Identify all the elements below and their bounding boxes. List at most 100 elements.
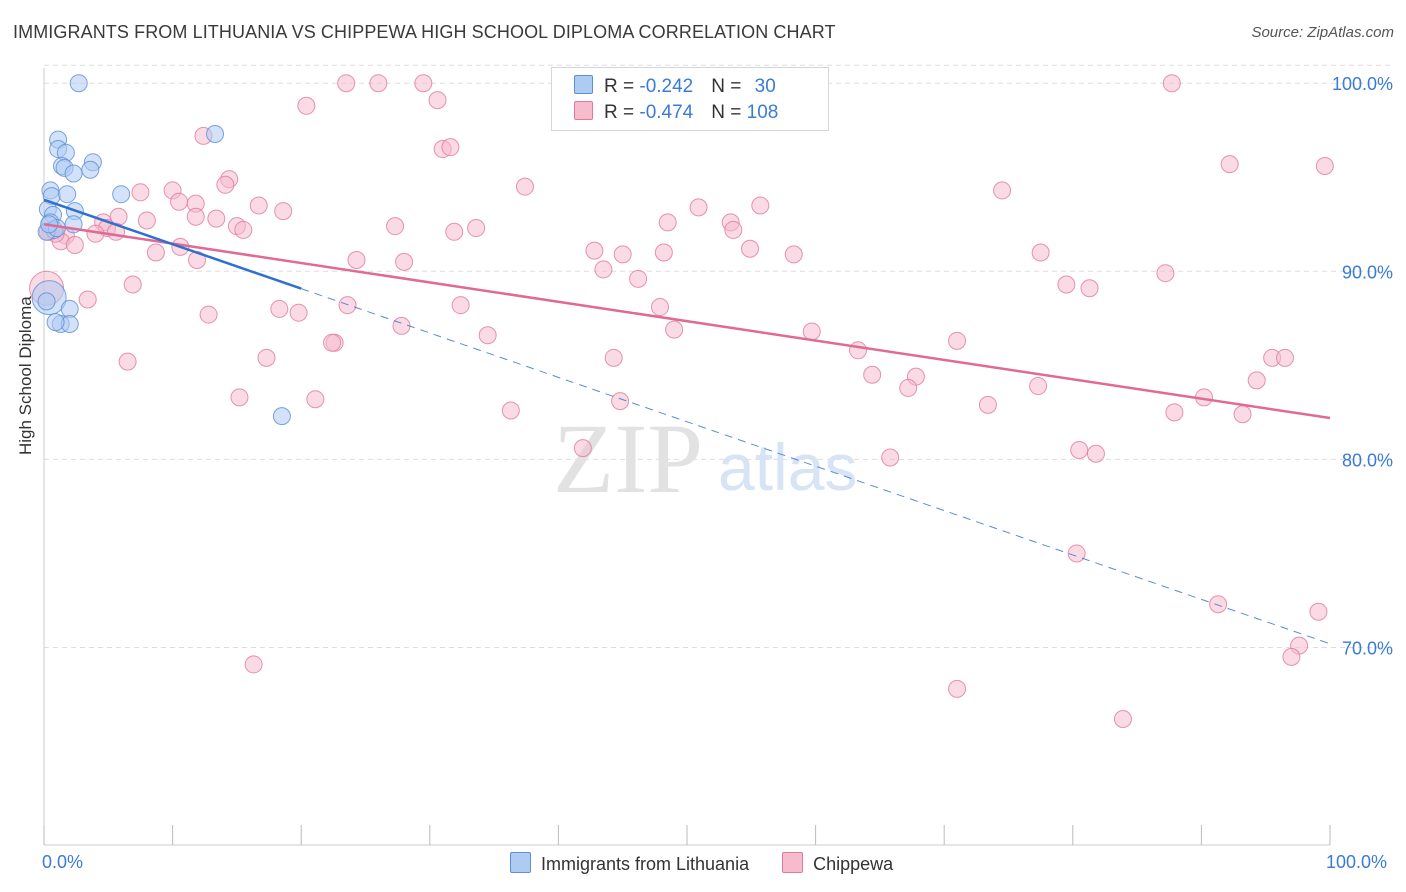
legend-swatch-lithuania — [510, 852, 531, 873]
chippewa-point — [1156, 264, 1175, 283]
chippewa-point — [501, 401, 520, 420]
legend-swatch-lithuania — [574, 75, 593, 94]
legend-swatch-chippewa — [782, 852, 804, 873]
chippewa-point — [1080, 279, 1099, 298]
chippewa-point — [978, 395, 997, 414]
lithuania-point — [64, 164, 83, 183]
chippewa-point — [849, 341, 868, 360]
chippewa-point — [1165, 403, 1184, 422]
x-tick-label-max: 100.0% — [1326, 852, 1388, 872]
chippewa-point — [594, 260, 613, 279]
chippewa-point — [186, 207, 205, 226]
chippewa-point — [467, 219, 486, 238]
legend-r-label: R = — [604, 76, 640, 97]
chippewa-point — [1029, 377, 1048, 396]
stats-legend: R = -0.242 N = 30 R = -0.474 N = 108 — [551, 67, 829, 131]
chippewa-point — [948, 331, 967, 350]
chippewa-point — [441, 138, 460, 157]
chippewa-point — [948, 679, 967, 698]
y-tick-label: 90.0% — [1342, 262, 1393, 282]
lithuania-point — [58, 185, 77, 204]
chippewa-point — [199, 305, 218, 324]
series-legend: Immigrants from Lithuania Chippewa — [510, 852, 921, 875]
chippewa-point — [392, 316, 411, 335]
legend-item-lithuania[interactable]: Immigrants from Lithuania — [510, 852, 749, 875]
chippewa-point — [604, 348, 623, 367]
chippewa-point — [386, 217, 405, 236]
chippewa-point — [724, 220, 743, 239]
chippewa-point — [1113, 709, 1132, 728]
lithuania-point — [37, 292, 56, 311]
watermark-zip: ZIP — [553, 403, 703, 514]
chippewa-point — [751, 196, 770, 215]
chippewa-point — [899, 378, 918, 397]
chippewa-point — [1233, 405, 1252, 424]
chippewa-point — [216, 175, 235, 194]
chippewa-point — [428, 91, 447, 110]
chippewa-points — [29, 74, 1334, 728]
watermark: ZIP atlas — [553, 403, 857, 514]
source-note: Source: ZipAtlas.com — [1251, 24, 1394, 41]
chart-title: IMMIGRANTS FROM LITHUANIA VS CHIPPEWA HI… — [13, 22, 836, 42]
legend-label-chippewa: Chippewa — [813, 854, 894, 874]
lithuania-point — [60, 299, 79, 318]
chippewa-point — [1315, 156, 1334, 175]
chippewa-point — [658, 213, 677, 232]
chippewa-point — [274, 202, 293, 221]
chippewa-point — [451, 296, 470, 315]
chippewa-point — [207, 209, 226, 228]
chippewa-trend-line — [43, 223, 1331, 420]
chippewa-point — [137, 211, 156, 230]
legend-r-label: R = — [604, 102, 640, 123]
chippewa-point — [234, 220, 253, 239]
lithuania-point — [81, 160, 100, 179]
chippewa-point — [650, 298, 669, 317]
x-tick-label-min: 0.0% — [42, 852, 84, 872]
grid-lines — [44, 64, 1392, 648]
chippewa-point — [1209, 595, 1228, 614]
chippewa-point — [993, 181, 1012, 200]
chippewa-point — [863, 365, 882, 384]
y-tick-labels: 70.0% 80.0% 90.0% 100.0% — [1332, 74, 1393, 658]
chippewa-point — [611, 392, 630, 411]
chippewa-point — [784, 245, 803, 264]
lithuania-point — [112, 185, 131, 204]
legend-row-chippewa: R = -0.474 N = 108 — [574, 101, 778, 127]
legend-item-chippewa[interactable]: Chippewa — [782, 852, 893, 875]
lithuania-trend-line — [43, 198, 302, 290]
chippewa-point — [613, 245, 632, 264]
lithuania-point — [206, 125, 225, 143]
chippewa-point — [289, 303, 308, 322]
chippewa-point — [585, 241, 604, 260]
chippewa-point — [741, 239, 760, 258]
chippewa-point — [881, 448, 900, 467]
y-tick-label: 100.0% — [1332, 74, 1393, 94]
chippewa-point — [78, 290, 97, 309]
chippewa-point — [573, 439, 592, 458]
chippewa-point — [414, 74, 433, 93]
legend-n-label: N = — [711, 102, 747, 123]
lithuania-point — [69, 74, 88, 93]
chippewa-point — [123, 275, 142, 294]
chippewa-point — [1070, 441, 1089, 459]
y-tick-label: 80.0% — [1342, 450, 1393, 470]
lithuania-point — [272, 407, 291, 426]
legend-n-value-chippewa: 108 — [746, 102, 779, 123]
watermark-atlas: atlas — [718, 430, 857, 504]
chippewa-point — [270, 299, 289, 318]
chippewa-point — [1309, 602, 1328, 621]
chippewa-point — [629, 269, 648, 288]
legend-label-lithuania: Immigrants from Lithuania — [541, 854, 750, 874]
trend-lines — [43, 198, 1331, 645]
legend-n-value-lithuania: 30 — [754, 76, 776, 97]
chippewa-point — [146, 243, 165, 262]
chippewa-point — [478, 326, 497, 345]
chippewa-point — [1162, 74, 1181, 93]
chippewa-point — [249, 196, 268, 215]
chippewa-point — [1282, 647, 1301, 666]
chippewa-point — [65, 235, 84, 254]
chippewa-point — [244, 655, 263, 674]
chippewa-point — [1031, 243, 1050, 262]
legend-r-value-chippewa: -0.474 — [639, 102, 694, 123]
chippewa-point — [689, 198, 708, 217]
